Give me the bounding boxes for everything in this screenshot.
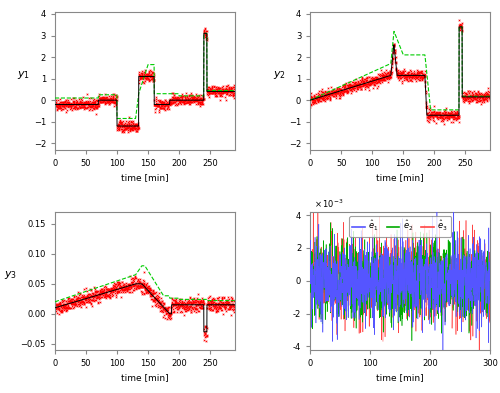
Legend: $\hat{e}_1$, $\hat{e}_2$, $\hat{e}_3$: $\hat{e}_1$, $\hat{e}_2$, $\hat{e}_3$ bbox=[349, 216, 451, 237]
X-axis label: time [min]: time [min] bbox=[376, 173, 424, 182]
X-axis label: time [min]: time [min] bbox=[376, 373, 424, 382]
Y-axis label: $y_2$: $y_2$ bbox=[272, 69, 286, 81]
X-axis label: time [min]: time [min] bbox=[121, 373, 168, 382]
Y-axis label: $y_3$: $y_3$ bbox=[4, 269, 18, 281]
Y-axis label: $y_1$: $y_1$ bbox=[18, 69, 30, 81]
Text: $\times\,10^{-3}$: $\times\,10^{-3}$ bbox=[314, 198, 343, 210]
X-axis label: time [min]: time [min] bbox=[121, 173, 168, 182]
